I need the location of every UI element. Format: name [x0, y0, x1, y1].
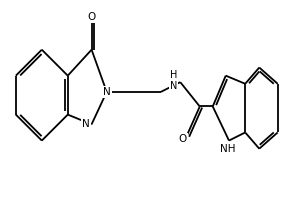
Text: NH: NH — [220, 144, 235, 154]
Text: O: O — [178, 134, 187, 144]
Text: H
N: H N — [170, 70, 177, 91]
Text: N: N — [82, 119, 90, 129]
Text: N: N — [103, 87, 111, 97]
Text: O: O — [88, 12, 96, 22]
